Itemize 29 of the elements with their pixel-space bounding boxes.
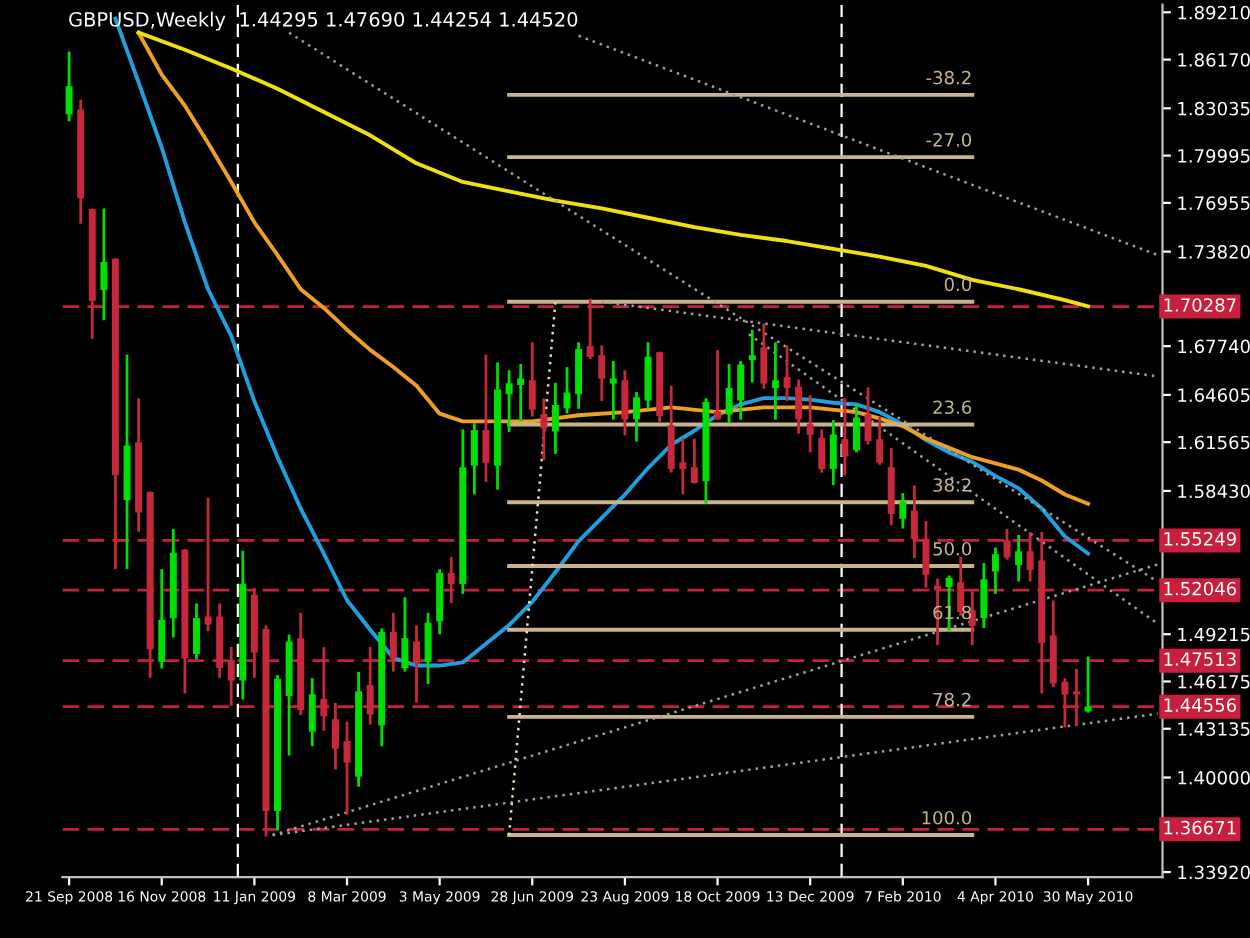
ref-line-label: 1.44556 bbox=[1164, 698, 1237, 712]
y-tick-label: 1.43135 bbox=[1178, 722, 1250, 736]
series-label: 50.0 bbox=[933, 541, 972, 556]
ref-line-label: 1.36671 bbox=[1164, 820, 1236, 835]
y-tick-label: 1.40000 bbox=[1178, 770, 1250, 785]
series-label: 38.2 bbox=[933, 478, 971, 492]
y-tick-label: 1.83035 bbox=[1178, 101, 1250, 116]
y-tick-label: 1.46175 bbox=[1178, 674, 1250, 689]
series-label: 78.2 bbox=[933, 692, 971, 707]
series-label: 100.0 bbox=[922, 810, 972, 825]
y-tick-label: 1.89210 bbox=[1178, 5, 1250, 20]
y-tick-label: 1.79995 bbox=[1178, 149, 1250, 163]
y-tick-label: 1.49215 bbox=[1178, 627, 1250, 642]
y-tick-label: 1.73820 bbox=[1178, 245, 1250, 259]
y-tick-label: 1.58430 bbox=[1178, 484, 1250, 499]
y-tick-label: 1.33920 bbox=[1178, 865, 1250, 880]
ref-line-label: 1.47513 bbox=[1164, 652, 1236, 666]
y-tick-label: 1.76955 bbox=[1178, 196, 1250, 210]
y-tick-label: 1.64605 bbox=[1178, 388, 1250, 403]
y-tick-label: 1.61565 bbox=[1178, 435, 1250, 450]
ref-line-label: 1.52046 bbox=[1164, 581, 1237, 596]
series-label: -38.2 bbox=[926, 70, 971, 85]
y-tick-label: 1.67740 bbox=[1178, 339, 1250, 354]
ref-line-label: 1.55249 bbox=[1164, 531, 1236, 546]
ref-line-label: 1.70287 bbox=[1164, 298, 1236, 312]
series-label: -27.0 bbox=[926, 132, 972, 147]
series-label: 23.6 bbox=[933, 400, 972, 415]
y-tick-label: 1.86170 bbox=[1178, 53, 1250, 67]
series-label: 0.0 bbox=[944, 277, 972, 292]
